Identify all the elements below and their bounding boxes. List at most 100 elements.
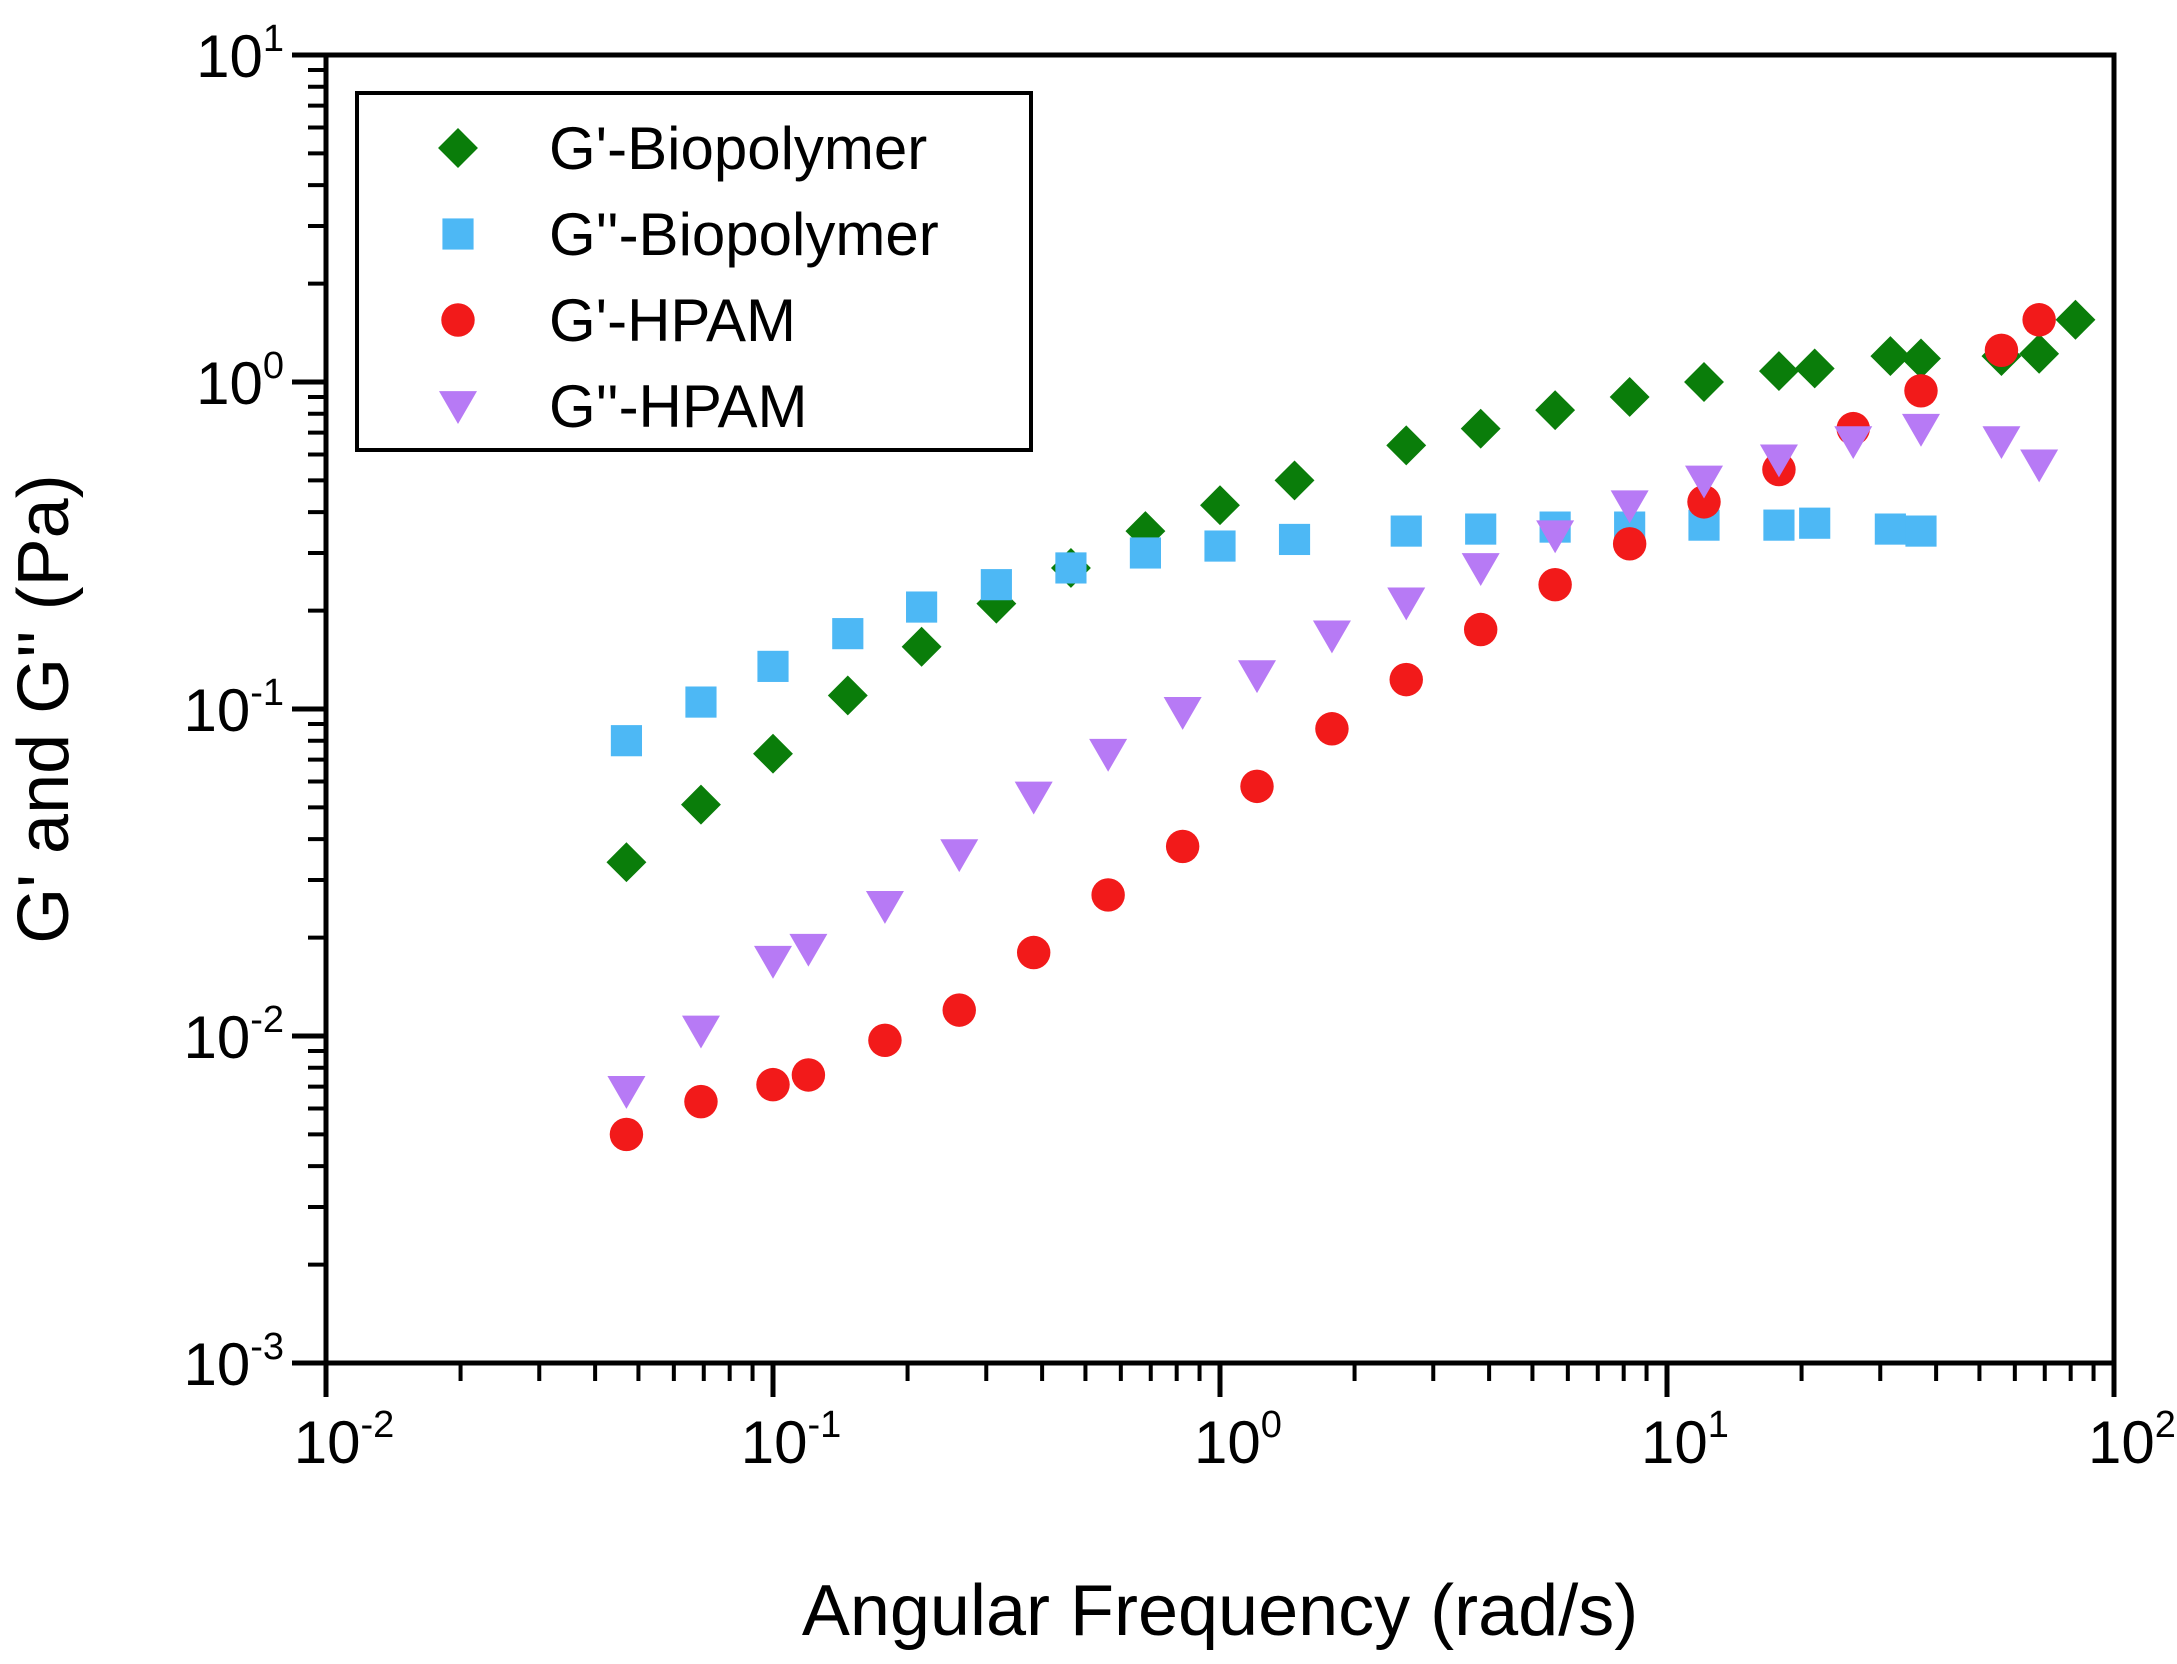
series-square <box>610 507 1937 757</box>
data-point-square <box>1874 513 1906 545</box>
axis-ticks <box>292 52 2117 1397</box>
y-tick-label: 100 <box>196 345 284 417</box>
data-point-triangle-down <box>1759 444 1798 478</box>
data-point-circle <box>1091 878 1125 912</box>
data-point-triangle-down <box>789 933 828 967</box>
data-point-diamond <box>753 733 793 774</box>
data-point-triangle-down <box>1238 660 1277 694</box>
data-point-diamond <box>1609 377 1650 417</box>
data-point-triangle-down <box>2020 449 2059 483</box>
data-point-square <box>980 569 1012 601</box>
data-point-triangle-down <box>1901 413 1940 447</box>
data-point-square <box>1390 515 1422 547</box>
data-point-circle <box>1240 769 1274 804</box>
data-point-diamond <box>827 675 868 716</box>
data-point-circle <box>1463 612 1498 647</box>
data-point-square <box>1905 515 1937 547</box>
data-point-square <box>685 686 717 718</box>
data-point-diamond <box>1684 362 1724 402</box>
data-point-diamond <box>606 842 647 883</box>
data-point-diamond <box>1794 348 1835 389</box>
series-triangle-down <box>607 413 2059 1109</box>
data-point-diamond <box>1535 390 1576 431</box>
legend-marker-circle <box>441 303 475 337</box>
y-tick-label: 10-1 <box>183 672 284 744</box>
data-point-circle <box>684 1084 718 1119</box>
data-point-triangle-down <box>1610 490 1649 524</box>
x-tick-label: 10-1 <box>741 1404 842 1476</box>
legend-item: G'-HPAM <box>441 287 796 354</box>
data-point-circle <box>868 1023 902 1058</box>
legend-label: G''-Biopolymer <box>549 201 939 268</box>
data-point-triangle-down <box>681 1015 720 1049</box>
y-axis-title: G' and G'' (Pa) <box>4 474 84 943</box>
legend-marker-square <box>442 218 474 250</box>
data-point-diamond <box>901 626 942 667</box>
data-point-diamond <box>2055 299 2096 340</box>
data-point-square <box>1204 530 1236 562</box>
data-point-circle <box>1165 829 1200 864</box>
data-point-circle <box>2022 303 2056 337</box>
data-point-square <box>906 591 938 623</box>
series-circle <box>609 303 2056 1152</box>
x-tick-label: 100 <box>1194 1404 1282 1476</box>
data-point-square <box>1763 509 1795 541</box>
data-point-circle <box>1904 374 1938 408</box>
data-point-diamond <box>1758 351 1799 392</box>
data-point-triangle-down <box>1014 781 1053 815</box>
data-point-circle <box>791 1058 826 1092</box>
data-point-diamond <box>2019 333 2060 374</box>
data-point-square <box>610 725 643 757</box>
data-point-square <box>1129 537 1161 569</box>
x-tick-label: 101 <box>1641 1404 1729 1476</box>
x-tick-label: 102 <box>2088 1404 2176 1476</box>
data-point-square <box>832 618 864 650</box>
legend: G'-Biopolymer G''-Biopolymer G'-HPAM G''-HP… <box>355 91 1033 452</box>
data-point-circle <box>942 993 976 1027</box>
data-point-square <box>1799 507 1831 539</box>
legend-marker-diamond <box>438 128 478 168</box>
legend-item: G''-HPAM <box>439 373 807 440</box>
data-point-triangle-down <box>940 839 979 873</box>
data-point-circle <box>1687 485 1721 519</box>
x-tick-label: 10-2 <box>294 1404 395 1476</box>
data-point-triangle-down <box>1982 426 2021 460</box>
data-point-diamond <box>1125 511 1166 552</box>
legend-item: G''-Biopolymer <box>442 201 939 268</box>
data-point-triangle-down <box>1387 587 1426 621</box>
data-point-square <box>1465 513 1497 545</box>
data-point-diamond <box>1460 408 1501 449</box>
y-tick-label: 10-3 <box>183 1326 284 1398</box>
data-point-circle <box>1315 712 1349 746</box>
y-tick-label: 10-2 <box>183 999 284 1071</box>
data-point-triangle-down <box>754 945 792 979</box>
data-point-triangle-down <box>1163 697 1202 730</box>
legend-item: G'-Biopolymer <box>438 115 927 182</box>
data-point-triangle-down <box>865 891 904 924</box>
data-point-circle <box>1984 333 2019 368</box>
data-point-diamond <box>1901 338 1941 379</box>
data-point-diamond <box>681 784 721 825</box>
legend-label: G'-Biopolymer <box>549 115 927 182</box>
data-point-circle <box>1538 567 1572 602</box>
data-point-circle <box>1612 527 1647 561</box>
data-point-triangle-down <box>1461 553 1500 586</box>
data-point-diamond <box>1870 336 1911 377</box>
data-point-square <box>1055 552 1087 584</box>
legend-label: G'-HPAM <box>549 287 796 354</box>
data-point-triangle-down <box>607 1075 646 1109</box>
data-point-square <box>757 650 789 682</box>
data-point-diamond <box>1200 485 1240 526</box>
data-point-circle <box>1389 662 1423 697</box>
data-point-circle <box>609 1117 644 1152</box>
data-point-diamond <box>1386 425 1427 466</box>
legend-marker-triangle-down <box>439 391 477 425</box>
data-point-triangle-down <box>1834 426 1873 460</box>
x-axis-title: Angular Frequency (rad/s) <box>802 1571 1638 1651</box>
y-tick-label: 101 <box>196 18 284 90</box>
data-point-diamond <box>1274 460 1315 501</box>
data-point-square <box>1278 523 1311 556</box>
data-point-triangle-down <box>1536 520 1575 554</box>
